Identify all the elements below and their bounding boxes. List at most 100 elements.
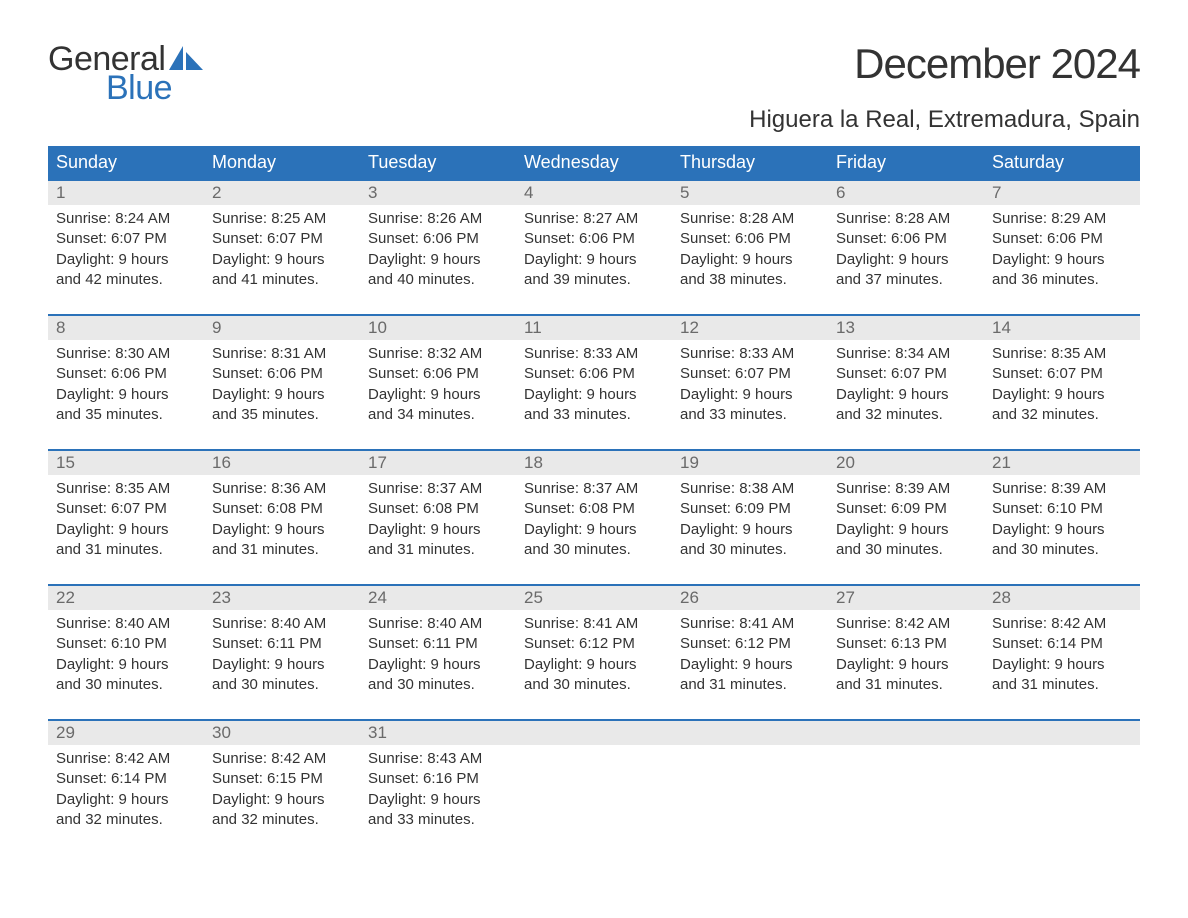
day-sunset: Sunset: 6:07 PM [212, 229, 352, 249]
calendar: Sunday Monday Tuesday Wednesday Thursday… [48, 146, 1140, 840]
day-cell: 23Sunrise: 8:40 AMSunset: 6:11 PMDayligh… [204, 586, 360, 705]
day-d1: Daylight: 9 hours [836, 385, 976, 405]
day-d2: and 31 minutes. [836, 675, 976, 695]
day-d2: and 40 minutes. [368, 270, 508, 290]
day-d2: and 31 minutes. [992, 675, 1132, 695]
day-cell: 22Sunrise: 8:40 AMSunset: 6:10 PMDayligh… [48, 586, 204, 705]
day-sunset: Sunset: 6:14 PM [992, 634, 1132, 654]
logo-word2: Blue [106, 69, 205, 108]
day-sunset: Sunset: 6:07 PM [992, 364, 1132, 384]
calendar-week: 22Sunrise: 8:40 AMSunset: 6:10 PMDayligh… [48, 584, 1140, 705]
day-sunrise: Sunrise: 8:41 AM [524, 614, 664, 634]
day-d1: Daylight: 9 hours [56, 250, 196, 270]
day-d1: Daylight: 9 hours [212, 790, 352, 810]
day-d1: Daylight: 9 hours [212, 250, 352, 270]
day-number-row: 11 [516, 316, 672, 340]
day-sunset: Sunset: 6:06 PM [680, 229, 820, 249]
weekday-header: Monday [204, 146, 360, 179]
day-number-row: 12 [672, 316, 828, 340]
day-cell [672, 721, 828, 840]
day-sunset: Sunset: 6:08 PM [212, 499, 352, 519]
day-number: 15 [48, 453, 204, 473]
day-sunrise: Sunrise: 8:42 AM [212, 749, 352, 769]
day-d1: Daylight: 9 hours [368, 385, 508, 405]
day-d1: Daylight: 9 hours [56, 385, 196, 405]
day-cell [516, 721, 672, 840]
day-sunrise: Sunrise: 8:39 AM [992, 479, 1132, 499]
day-sunrise: Sunrise: 8:34 AM [836, 344, 976, 364]
day-d2: and 30 minutes. [56, 675, 196, 695]
day-cell: 2Sunrise: 8:25 AMSunset: 6:07 PMDaylight… [204, 181, 360, 300]
day-d2: and 33 minutes. [368, 810, 508, 830]
day-number: 27 [828, 588, 984, 608]
day-sunrise: Sunrise: 8:29 AM [992, 209, 1132, 229]
day-number-row: 18 [516, 451, 672, 475]
day-d2: and 37 minutes. [836, 270, 976, 290]
day-number-row: 7 [984, 181, 1140, 205]
day-number: 16 [204, 453, 360, 473]
day-d1: Daylight: 9 hours [836, 520, 976, 540]
day-d1: Daylight: 9 hours [836, 250, 976, 270]
day-number: 28 [984, 588, 1140, 608]
day-d2: and 39 minutes. [524, 270, 664, 290]
day-d1: Daylight: 9 hours [368, 790, 508, 810]
calendar-week: 15Sunrise: 8:35 AMSunset: 6:07 PMDayligh… [48, 449, 1140, 570]
day-number: 31 [360, 723, 516, 743]
day-sunrise: Sunrise: 8:35 AM [56, 479, 196, 499]
day-number: 20 [828, 453, 984, 473]
day-number: 9 [204, 318, 360, 338]
day-number: 4 [516, 183, 672, 203]
day-d1: Daylight: 9 hours [992, 655, 1132, 675]
day-cell [984, 721, 1140, 840]
day-sunrise: Sunrise: 8:39 AM [836, 479, 976, 499]
day-number-row: 10 [360, 316, 516, 340]
day-number-row: 19 [672, 451, 828, 475]
weekday-header-row: Sunday Monday Tuesday Wednesday Thursday… [48, 146, 1140, 179]
day-sunrise: Sunrise: 8:33 AM [680, 344, 820, 364]
day-sunset: Sunset: 6:08 PM [524, 499, 664, 519]
empty-day-row [828, 721, 984, 745]
day-number-row: 9 [204, 316, 360, 340]
day-sunset: Sunset: 6:13 PM [836, 634, 976, 654]
day-cell: 24Sunrise: 8:40 AMSunset: 6:11 PMDayligh… [360, 586, 516, 705]
day-number-row: 27 [828, 586, 984, 610]
day-d1: Daylight: 9 hours [836, 655, 976, 675]
day-number-row: 28 [984, 586, 1140, 610]
day-number-row: 17 [360, 451, 516, 475]
day-d1: Daylight: 9 hours [524, 385, 664, 405]
day-cell: 25Sunrise: 8:41 AMSunset: 6:12 PMDayligh… [516, 586, 672, 705]
day-number-row: 29 [48, 721, 204, 745]
day-cell: 30Sunrise: 8:42 AMSunset: 6:15 PMDayligh… [204, 721, 360, 840]
day-sunrise: Sunrise: 8:24 AM [56, 209, 196, 229]
day-d1: Daylight: 9 hours [368, 250, 508, 270]
day-d2: and 30 minutes. [992, 540, 1132, 560]
day-sunset: Sunset: 6:06 PM [212, 364, 352, 384]
day-cell: 16Sunrise: 8:36 AMSunset: 6:08 PMDayligh… [204, 451, 360, 570]
day-sunrise: Sunrise: 8:31 AM [212, 344, 352, 364]
day-d1: Daylight: 9 hours [680, 250, 820, 270]
day-sunset: Sunset: 6:08 PM [368, 499, 508, 519]
month-title: December 2024 [749, 40, 1140, 88]
day-sunset: Sunset: 6:11 PM [212, 634, 352, 654]
day-sunset: Sunset: 6:07 PM [836, 364, 976, 384]
day-sunset: Sunset: 6:07 PM [56, 229, 196, 249]
day-sunset: Sunset: 6:06 PM [368, 364, 508, 384]
day-number: 14 [984, 318, 1140, 338]
day-cell [828, 721, 984, 840]
day-cell: 29Sunrise: 8:42 AMSunset: 6:14 PMDayligh… [48, 721, 204, 840]
day-sunrise: Sunrise: 8:38 AM [680, 479, 820, 499]
day-d1: Daylight: 9 hours [992, 520, 1132, 540]
day-number: 17 [360, 453, 516, 473]
day-number-row: 4 [516, 181, 672, 205]
day-number-row: 2 [204, 181, 360, 205]
day-d2: and 32 minutes. [56, 810, 196, 830]
day-d1: Daylight: 9 hours [680, 385, 820, 405]
day-cell: 4Sunrise: 8:27 AMSunset: 6:06 PMDaylight… [516, 181, 672, 300]
day-d1: Daylight: 9 hours [56, 790, 196, 810]
location: Higuera la Real, Extremadura, Spain [749, 106, 1140, 134]
day-cell: 26Sunrise: 8:41 AMSunset: 6:12 PMDayligh… [672, 586, 828, 705]
day-cell: 10Sunrise: 8:32 AMSunset: 6:06 PMDayligh… [360, 316, 516, 435]
day-number-row: 30 [204, 721, 360, 745]
day-sunrise: Sunrise: 8:28 AM [836, 209, 976, 229]
day-sunset: Sunset: 6:14 PM [56, 769, 196, 789]
